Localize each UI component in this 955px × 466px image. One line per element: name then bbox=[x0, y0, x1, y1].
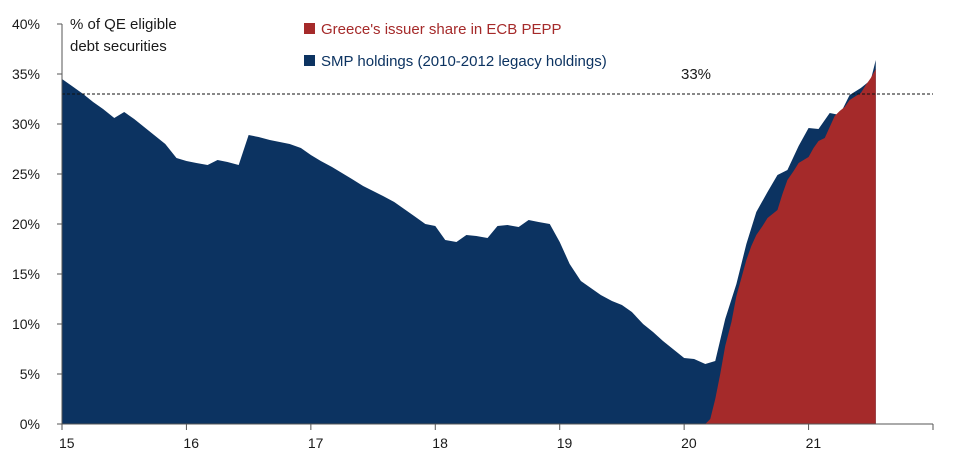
x-axis-ticks: 15 16 17 18 19 20 21 bbox=[59, 424, 934, 451]
x-tick-label: 15 bbox=[59, 435, 75, 451]
y-tick-label: 20% bbox=[12, 216, 40, 232]
legend-label-smp: SMP holdings (2010-2012 legacy holdings) bbox=[321, 53, 607, 70]
y-tick-label: 25% bbox=[12, 166, 40, 182]
y-tick-label: 5% bbox=[20, 366, 40, 382]
x-tick-label: 21 bbox=[806, 435, 822, 451]
y-axis-title-line-2: debt securities bbox=[70, 38, 167, 55]
y-axis-title-line-1: % of QE eligible bbox=[70, 16, 177, 33]
y-tick-label: 10% bbox=[12, 316, 40, 332]
legend-swatch-pepp bbox=[304, 23, 315, 34]
x-tick-label: 17 bbox=[308, 435, 324, 451]
legend-swatch-smp bbox=[304, 55, 315, 66]
x-tick-label: 20 bbox=[681, 435, 697, 451]
x-tick-label: 16 bbox=[183, 435, 199, 451]
y-tick-label: 40% bbox=[12, 16, 40, 32]
y-axis-ticks: 0% 5% 10% 15% 20% 25% 30% 35% 40% bbox=[12, 16, 62, 432]
legend: Greece's issuer share in ECB PEPP SMP ho… bbox=[304, 21, 607, 70]
x-tick-label: 18 bbox=[432, 435, 448, 451]
x-tick-label: 19 bbox=[557, 435, 573, 451]
y-tick-label: 30% bbox=[12, 116, 40, 132]
reference-line-label: 33% bbox=[681, 66, 711, 83]
area-series-group bbox=[62, 60, 876, 424]
area-series-smp bbox=[62, 60, 876, 424]
legend-label-pepp: Greece's issuer share in ECB PEPP bbox=[321, 21, 561, 38]
area-series-pepp bbox=[62, 69, 876, 424]
y-tick-label: 35% bbox=[12, 66, 40, 82]
y-tick-label: 15% bbox=[12, 266, 40, 282]
y-tick-label: 0% bbox=[20, 416, 40, 432]
